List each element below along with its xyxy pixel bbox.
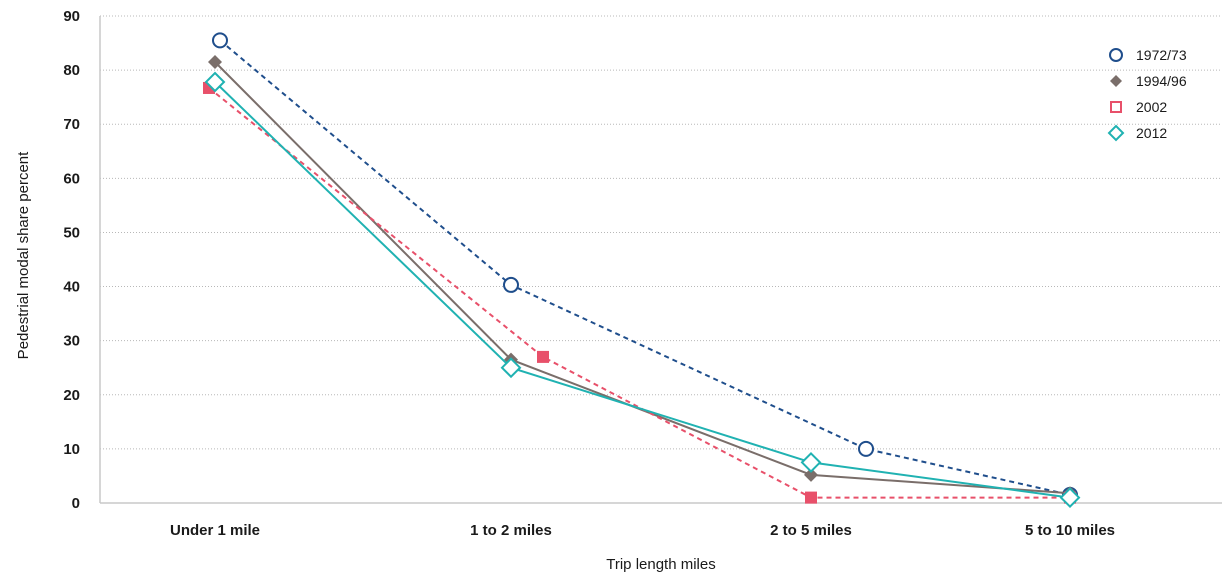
data-point-diamond xyxy=(500,357,522,379)
series-1994-96 xyxy=(208,54,1077,501)
series-line xyxy=(219,39,1071,496)
legend-label: 1994/96 xyxy=(1136,73,1187,89)
y-tick-label: 10 xyxy=(63,441,80,458)
y-tick-label: 40 xyxy=(63,279,80,296)
x-tick-label: 2 to 5 miles xyxy=(770,522,852,539)
data-point-circle xyxy=(503,276,519,293)
series-line xyxy=(208,87,1070,499)
legend-label: 2012 xyxy=(1136,125,1167,141)
series-group xyxy=(203,32,1081,509)
series-2002 xyxy=(203,81,1076,504)
data-point-square xyxy=(537,350,549,363)
data-point-diamond xyxy=(804,467,818,482)
data-point-square xyxy=(805,491,817,504)
x-tick-label: 5 to 10 miles xyxy=(1025,522,1115,539)
legend-marker xyxy=(1107,124,1125,142)
legend-marker xyxy=(1110,75,1122,87)
x-tick-label: Under 1 mile xyxy=(170,522,260,539)
y-axis-ticks: 0 10 20 30 40 50 60 70 80 90 xyxy=(63,8,80,512)
x-axis-ticks: Under 1 mile 1 to 2 miles 2 to 5 miles 5 to… xyxy=(170,522,1115,539)
legend-label: 1972/73 xyxy=(1136,47,1187,63)
y-tick-label: 0 xyxy=(72,495,80,512)
data-point-diamond xyxy=(208,54,222,69)
y-tick-label: 60 xyxy=(63,170,80,187)
y-tick-label: 70 xyxy=(63,116,80,133)
legend-label: 2002 xyxy=(1136,99,1167,115)
legend-marker xyxy=(1109,48,1123,62)
data-point-diamond xyxy=(204,71,226,93)
data-point-circle xyxy=(858,440,874,457)
series-line xyxy=(214,61,1071,495)
y-tick-label: 30 xyxy=(63,333,80,350)
y-tick-label: 50 xyxy=(63,224,80,241)
data-point-diamond xyxy=(1059,487,1081,509)
y-tick-label: 20 xyxy=(63,387,80,404)
y-tick-label: 90 xyxy=(63,8,80,25)
legend: 1972/73 1994/96 2002 2012 xyxy=(1107,47,1187,142)
x-tick-label: 1 to 2 miles xyxy=(470,522,552,539)
series-line xyxy=(214,81,1071,499)
legend-marker xyxy=(1110,101,1122,113)
series-1972-73 xyxy=(212,32,1078,503)
x-axis-label: Trip length miles xyxy=(606,556,715,573)
data-point-diamond xyxy=(800,452,822,473)
series-2012 xyxy=(204,71,1081,509)
y-tick-label: 80 xyxy=(63,62,80,79)
grid-lines xyxy=(100,15,1222,450)
y-axis-label: Pedestrial modal share percent xyxy=(15,151,32,359)
data-point-circle xyxy=(212,32,228,49)
